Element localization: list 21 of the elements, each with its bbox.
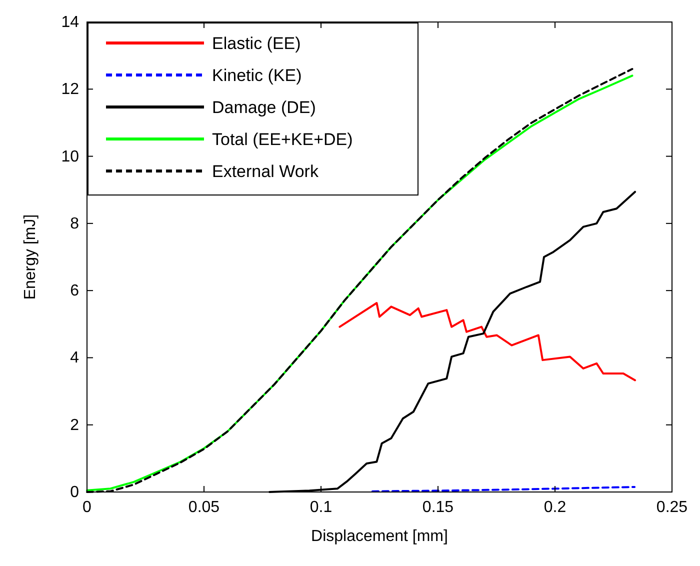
legend-label: Elastic (EE) [212,34,301,53]
x-tick-label: 0.15 [422,499,454,516]
x-tick-label: 0.2 [544,499,566,516]
legend-label: External Work [212,162,319,181]
legend-label: Total (EE+KE+DE) [212,130,353,149]
x-tick-label: 0.05 [188,499,220,516]
x-tick-label: 0.25 [656,499,688,516]
y-tick-label: 8 [70,215,80,232]
y-tick-label: 12 [61,81,80,98]
x-tick-label: 0.1 [310,499,332,516]
y-tick-label: 6 [70,282,80,300]
x-axis-title: Displacement [mm] [311,528,448,545]
legend-label: Kinetic (KE) [212,66,302,85]
y-tick-label: 4 [70,350,80,367]
legend-label: Damage (DE) [212,98,316,117]
y-tick-label: 2 [70,416,80,434]
y-tick-label: 0 [70,484,80,501]
y-tick-label: 14 [61,14,80,31]
y-axis-title: Energy [mJ] [22,214,39,300]
y-tick-label: 10 [61,148,80,166]
x-tick-label: 0 [82,499,92,516]
